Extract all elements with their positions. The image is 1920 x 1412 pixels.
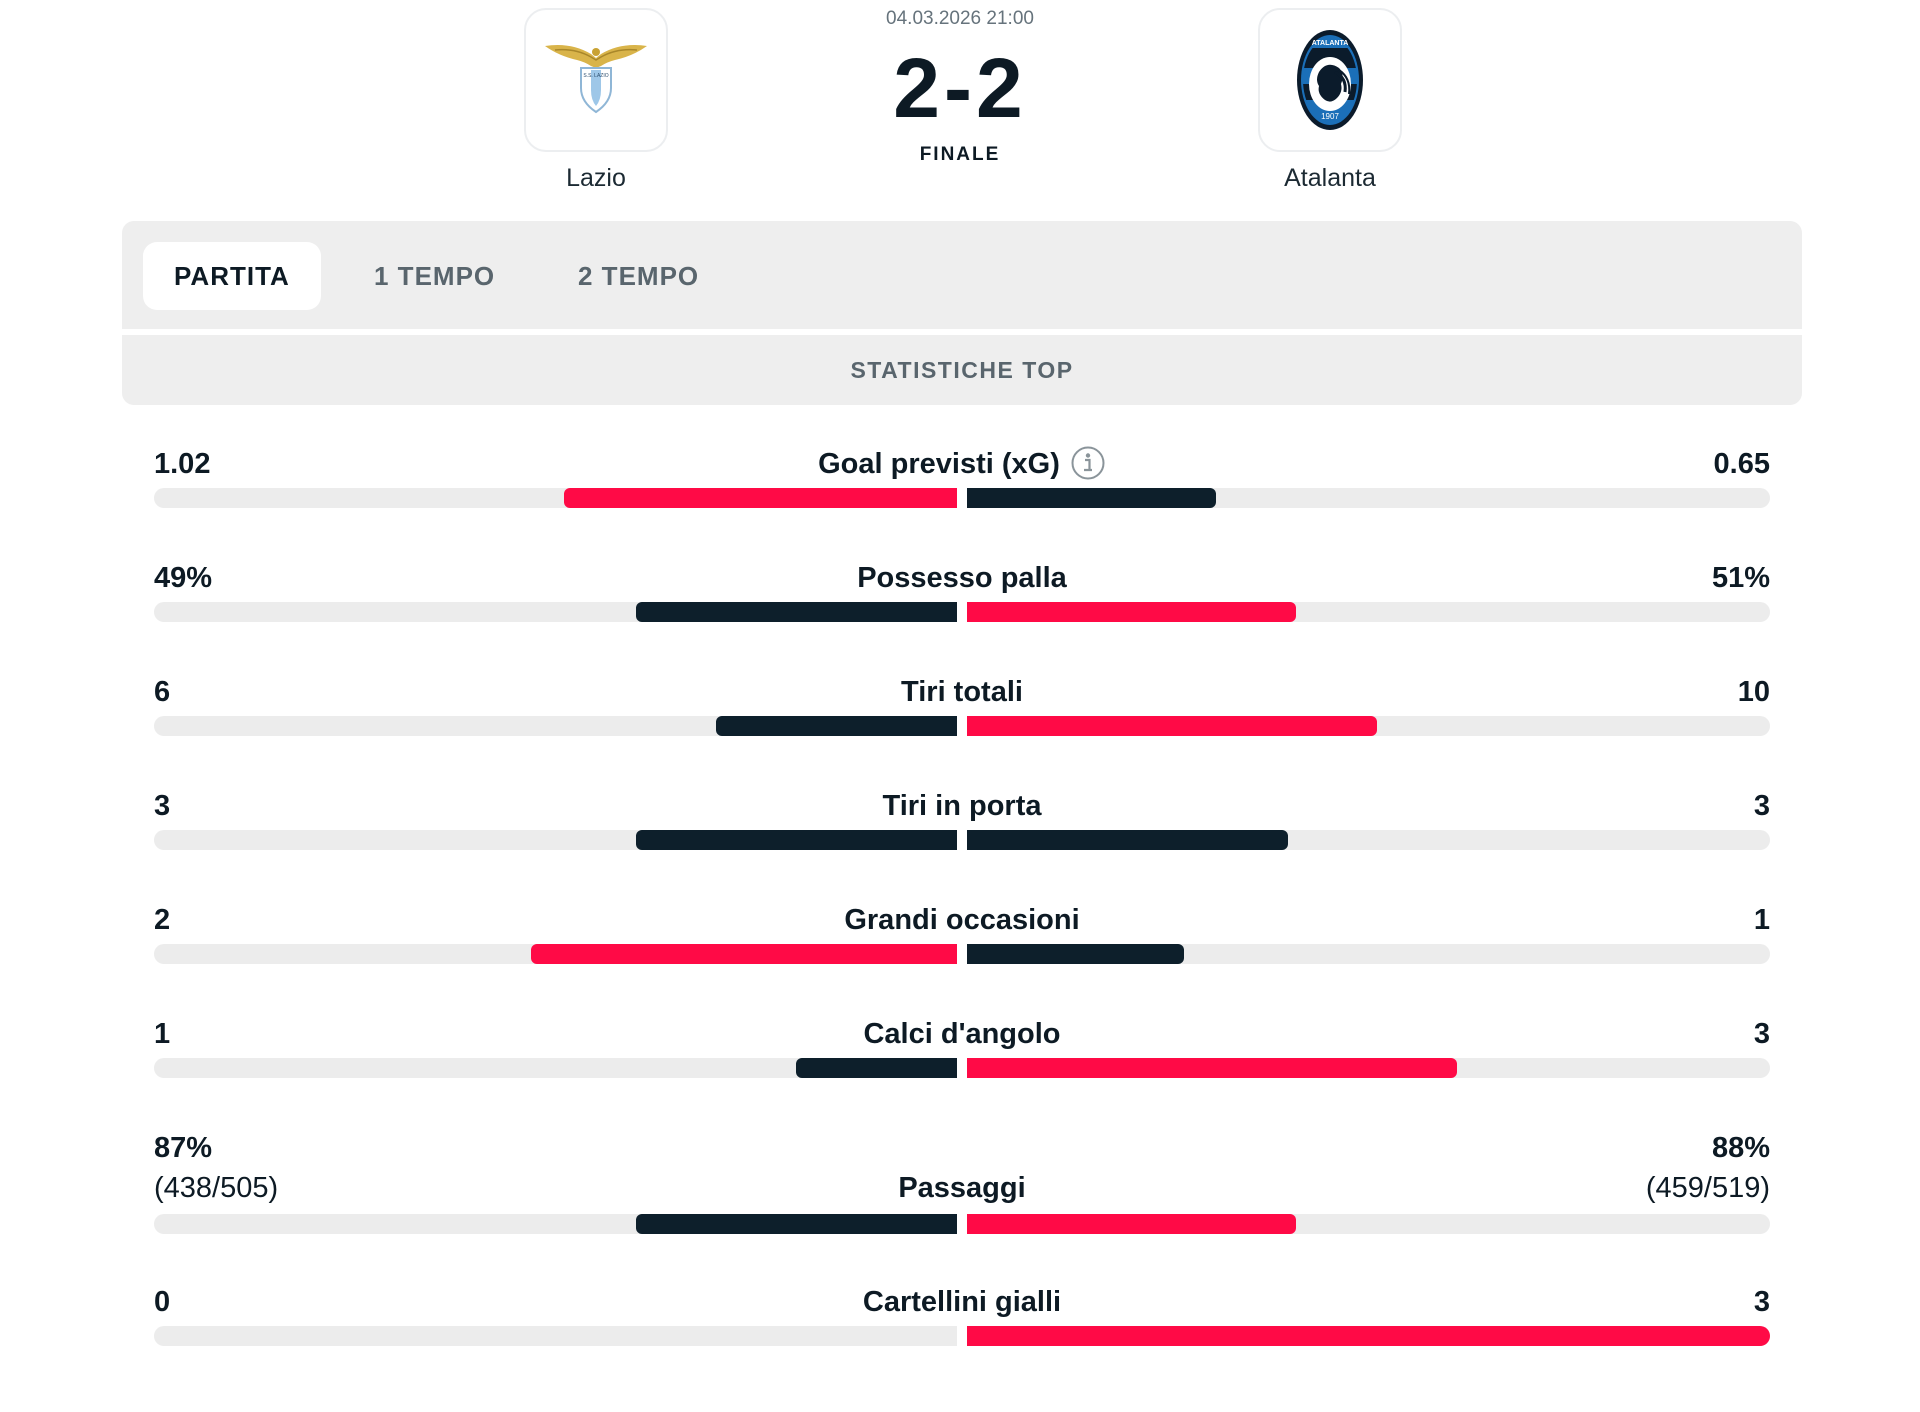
stat-away-bar bbox=[967, 602, 1770, 622]
stat-row-yellow-cards: 0 Cartellini gialli 3 bbox=[154, 1284, 1770, 1368]
stat-home-bar bbox=[154, 716, 957, 736]
stat-away-bar bbox=[967, 830, 1770, 850]
stat-away-bar bbox=[967, 1214, 1770, 1234]
stat-away-bar-fill bbox=[967, 944, 1184, 964]
stat-away-value: 3 bbox=[1753, 1018, 1770, 1050]
stat-home-value: 3 bbox=[154, 790, 171, 822]
stat-row-corners: 1 Calci d'angolo 3 bbox=[154, 1016, 1770, 1100]
match-header: S.S. LAZIO Lazio 04.03.2026 21:00 2-2 FI… bbox=[0, 0, 1920, 210]
stat-row-big-chances: 2 Grandi occasioni 1 bbox=[154, 902, 1770, 986]
stat-away-bar-fill bbox=[967, 830, 1289, 850]
stat-away-bar-fill bbox=[967, 488, 1216, 508]
stat-row-shots-on-target: 3 Tiri in porta 3 bbox=[154, 788, 1770, 872]
stat-away-value: 1 bbox=[1753, 904, 1770, 936]
stat-home-bar-fill bbox=[635, 1214, 957, 1234]
stat-label: Cartellini gialli bbox=[862, 1286, 1062, 1318]
stat-home-bar bbox=[154, 944, 957, 964]
svg-text:S.S. LAZIO: S.S. LAZIO bbox=[583, 73, 608, 79]
match-score: 2-2 bbox=[893, 41, 1027, 135]
stat-row-passes: 87% (438/505) Passaggi 88% (459/519) bbox=[154, 1130, 1770, 1254]
stat-home-bar-fill bbox=[531, 944, 957, 964]
stat-home-bar bbox=[154, 602, 957, 622]
match-datetime: 04.03.2026 21:00 bbox=[886, 8, 1034, 29]
home-team-logo[interactable]: S.S. LAZIO bbox=[524, 8, 668, 152]
stat-home-value: 1 bbox=[154, 1018, 171, 1050]
stat-home-subvalue: (438/505) bbox=[154, 1172, 279, 1204]
stat-label: Possesso palla bbox=[857, 562, 1067, 594]
stat-home-bar bbox=[154, 488, 957, 508]
stat-home-value: 87% bbox=[154, 1132, 213, 1164]
stat-row-possession: 49% Possesso palla 51% bbox=[154, 560, 1770, 644]
lazio-crest-icon: S.S. LAZIO bbox=[545, 45, 647, 114]
stat-away-bar bbox=[967, 1326, 1770, 1346]
stat-home-bar bbox=[154, 1058, 957, 1078]
tab-2-tempo[interactable]: 2 TEMPO bbox=[578, 261, 700, 291]
stat-label: Passaggi bbox=[898, 1172, 1026, 1204]
stat-home-value: 2 bbox=[154, 904, 171, 936]
stat-away-bar-fill bbox=[967, 602, 1297, 622]
stat-row-total-shots: 6 Tiri totali 10 bbox=[154, 674, 1770, 758]
stat-away-value: 0.65 bbox=[1713, 448, 1770, 480]
stat-home-value: 49% bbox=[154, 562, 213, 594]
stat-home-bar bbox=[154, 1214, 957, 1234]
atalanta-crest-icon: ATALANTA 1907 bbox=[1297, 30, 1363, 130]
away-team-logo[interactable]: ATALANTA 1907 bbox=[1258, 8, 1402, 152]
stat-home-value: 1.02 bbox=[154, 448, 211, 480]
stat-home-bar bbox=[154, 1326, 957, 1346]
stat-home-bar-fill bbox=[635, 830, 957, 850]
away-team[interactable]: ATALANTA 1907 Atalanta bbox=[1220, 8, 1440, 193]
stat-home-bar-fill bbox=[716, 716, 957, 736]
stat-away-bar bbox=[967, 716, 1770, 736]
home-team-name[interactable]: Lazio bbox=[566, 164, 626, 192]
stat-home-value: 6 bbox=[154, 676, 171, 708]
stat-label: Goal previsti (xG) bbox=[818, 448, 1060, 480]
stat-away-value: 51% bbox=[1711, 562, 1770, 594]
section-title: STATISTICHE TOP bbox=[122, 335, 1802, 405]
stat-away-bar-fill bbox=[967, 716, 1377, 736]
stat-label: Tiri in porta bbox=[882, 790, 1042, 822]
home-team[interactable]: S.S. LAZIO Lazio bbox=[486, 8, 706, 193]
stat-away-bar-fill bbox=[967, 1058, 1457, 1078]
tab-partita[interactable]: PARTITA bbox=[143, 242, 321, 310]
svg-text:ATALANTA: ATALANTA bbox=[1312, 40, 1349, 47]
stat-away-value: 10 bbox=[1737, 676, 1770, 708]
stat-home-bar-fill bbox=[563, 488, 957, 508]
svg-text:1907: 1907 bbox=[1321, 112, 1339, 121]
stat-label: Grandi occasioni bbox=[844, 904, 1080, 936]
stat-away-subvalue: (459/519) bbox=[1645, 1172, 1770, 1204]
stat-away-value: 88% bbox=[1711, 1132, 1770, 1164]
stat-home-value: 0 bbox=[154, 1286, 171, 1318]
stat-home-bar bbox=[154, 830, 957, 850]
stat-away-bar-fill bbox=[967, 1214, 1297, 1234]
info-icon[interactable] bbox=[1070, 445, 1106, 481]
stat-label: Tiri totali bbox=[901, 676, 1023, 708]
match-status: FINALE bbox=[919, 144, 1001, 165]
stat-away-bar bbox=[967, 944, 1770, 964]
stat-label-wrap: Goal previsti (xG) bbox=[154, 446, 1770, 482]
stat-row-xg: 1.02 Goal previsti (xG) 0.65 bbox=[154, 446, 1770, 530]
tab-1-tempo[interactable]: 1 TEMPO bbox=[374, 261, 496, 291]
away-team-name[interactable]: Atalanta bbox=[1284, 164, 1376, 192]
stat-label: Calci d'angolo bbox=[863, 1018, 1061, 1050]
period-tabs: PARTITA 1 TEMPO 2 TEMPO bbox=[122, 221, 1802, 329]
stat-away-value: 3 bbox=[1753, 790, 1770, 822]
stat-home-bar-fill bbox=[796, 1058, 957, 1078]
stat-away-value: 3 bbox=[1753, 1286, 1770, 1318]
stat-away-bar bbox=[967, 488, 1770, 508]
match-center: 04.03.2026 21:00 2-2 FINALE bbox=[810, 8, 1110, 166]
stat-away-bar bbox=[967, 1058, 1770, 1078]
stat-home-bar-fill bbox=[635, 602, 957, 622]
stat-away-bar-fill bbox=[967, 1326, 1770, 1346]
